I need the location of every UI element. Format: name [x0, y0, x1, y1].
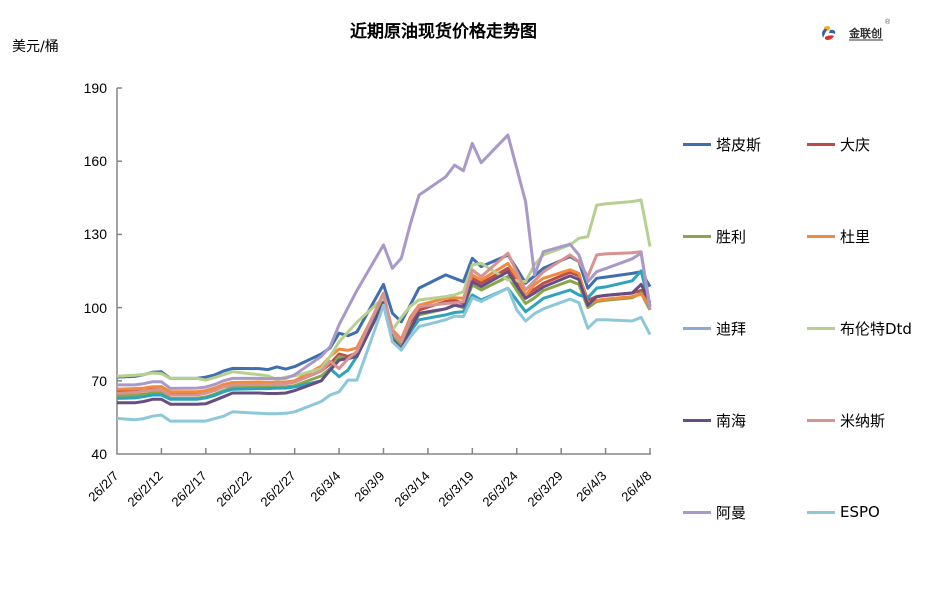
- y-tick-label: 130: [83, 226, 107, 243]
- brand-logo: 金联创 ®: [821, 19, 901, 49]
- legend-swatch: [807, 234, 835, 238]
- y-tick-label: 40: [91, 446, 107, 462]
- legend-label: 米纳斯: [840, 411, 886, 430]
- legend-label: 迪拜: [716, 319, 747, 338]
- y-tick-label: 160: [83, 153, 107, 170]
- y-tick-label: 100: [83, 299, 107, 316]
- series-line-espo: [116, 286, 652, 423]
- legend-swatch: [683, 510, 711, 514]
- legend-swatch: [807, 510, 835, 514]
- logo-icon: [822, 25, 836, 40]
- legend-item-daqing: 大庆: [807, 135, 917, 154]
- legend-item-shengli: 胜利: [683, 227, 807, 246]
- axis-ticks: [117, 87, 651, 454]
- logo-name: 金联创: [849, 27, 882, 40]
- legend-item-brent-dtd: 布伦特Dtd: [807, 319, 917, 338]
- series-lines: [116, 133, 652, 423]
- y-tick-label: 190: [83, 80, 107, 96]
- logo-url-line: [849, 39, 883, 41]
- chart-title: 近期原油现货价格走势图: [350, 22, 537, 42]
- legend-label: 大庆: [840, 135, 871, 154]
- y-axis-unit-label: 美元/桶: [12, 39, 59, 55]
- chart-legend: 塔皮斯 大庆 胜利 杜里 迪拜 布伦特Dtd 南海 米纳斯: [683, 135, 917, 595]
- legend-item-oman: 阿曼: [683, 503, 807, 522]
- legend-swatch: [683, 234, 711, 238]
- legend-label: 南海: [716, 411, 747, 430]
- legend-label: 阿曼: [716, 503, 747, 522]
- legend-label: 塔皮斯: [716, 135, 762, 154]
- legend-item-dubai: 迪拜: [683, 319, 807, 338]
- legend-swatch: [807, 142, 835, 146]
- legend-label: 杜里: [840, 227, 871, 246]
- legend-swatch: [683, 326, 711, 330]
- legend-swatch: [807, 326, 835, 330]
- legend-item-minas: 米纳斯: [807, 411, 917, 430]
- legend-item-nanhai: 南海: [683, 411, 807, 430]
- series-line-oman: [117, 133, 652, 390]
- legend-item-espo: ESPO: [807, 503, 917, 521]
- legend-label: 布伦特Dtd: [840, 319, 912, 338]
- series-line-dubai: [116, 269, 652, 401]
- legend-item-tapis: 塔皮斯: [683, 135, 807, 154]
- series-line-duri: [116, 261, 652, 394]
- legend-swatch: [683, 418, 711, 422]
- legend-swatch: [807, 418, 835, 422]
- logo-registered-mark: ®: [885, 19, 891, 26]
- legend-label: 胜利: [716, 227, 747, 246]
- legend-swatch: [683, 142, 711, 146]
- series-line-minas: [116, 250, 652, 397]
- legend-item-duri: 杜里: [807, 227, 917, 246]
- legend-label: ESPO: [840, 503, 880, 521]
- y-tick-label: 70: [91, 372, 107, 389]
